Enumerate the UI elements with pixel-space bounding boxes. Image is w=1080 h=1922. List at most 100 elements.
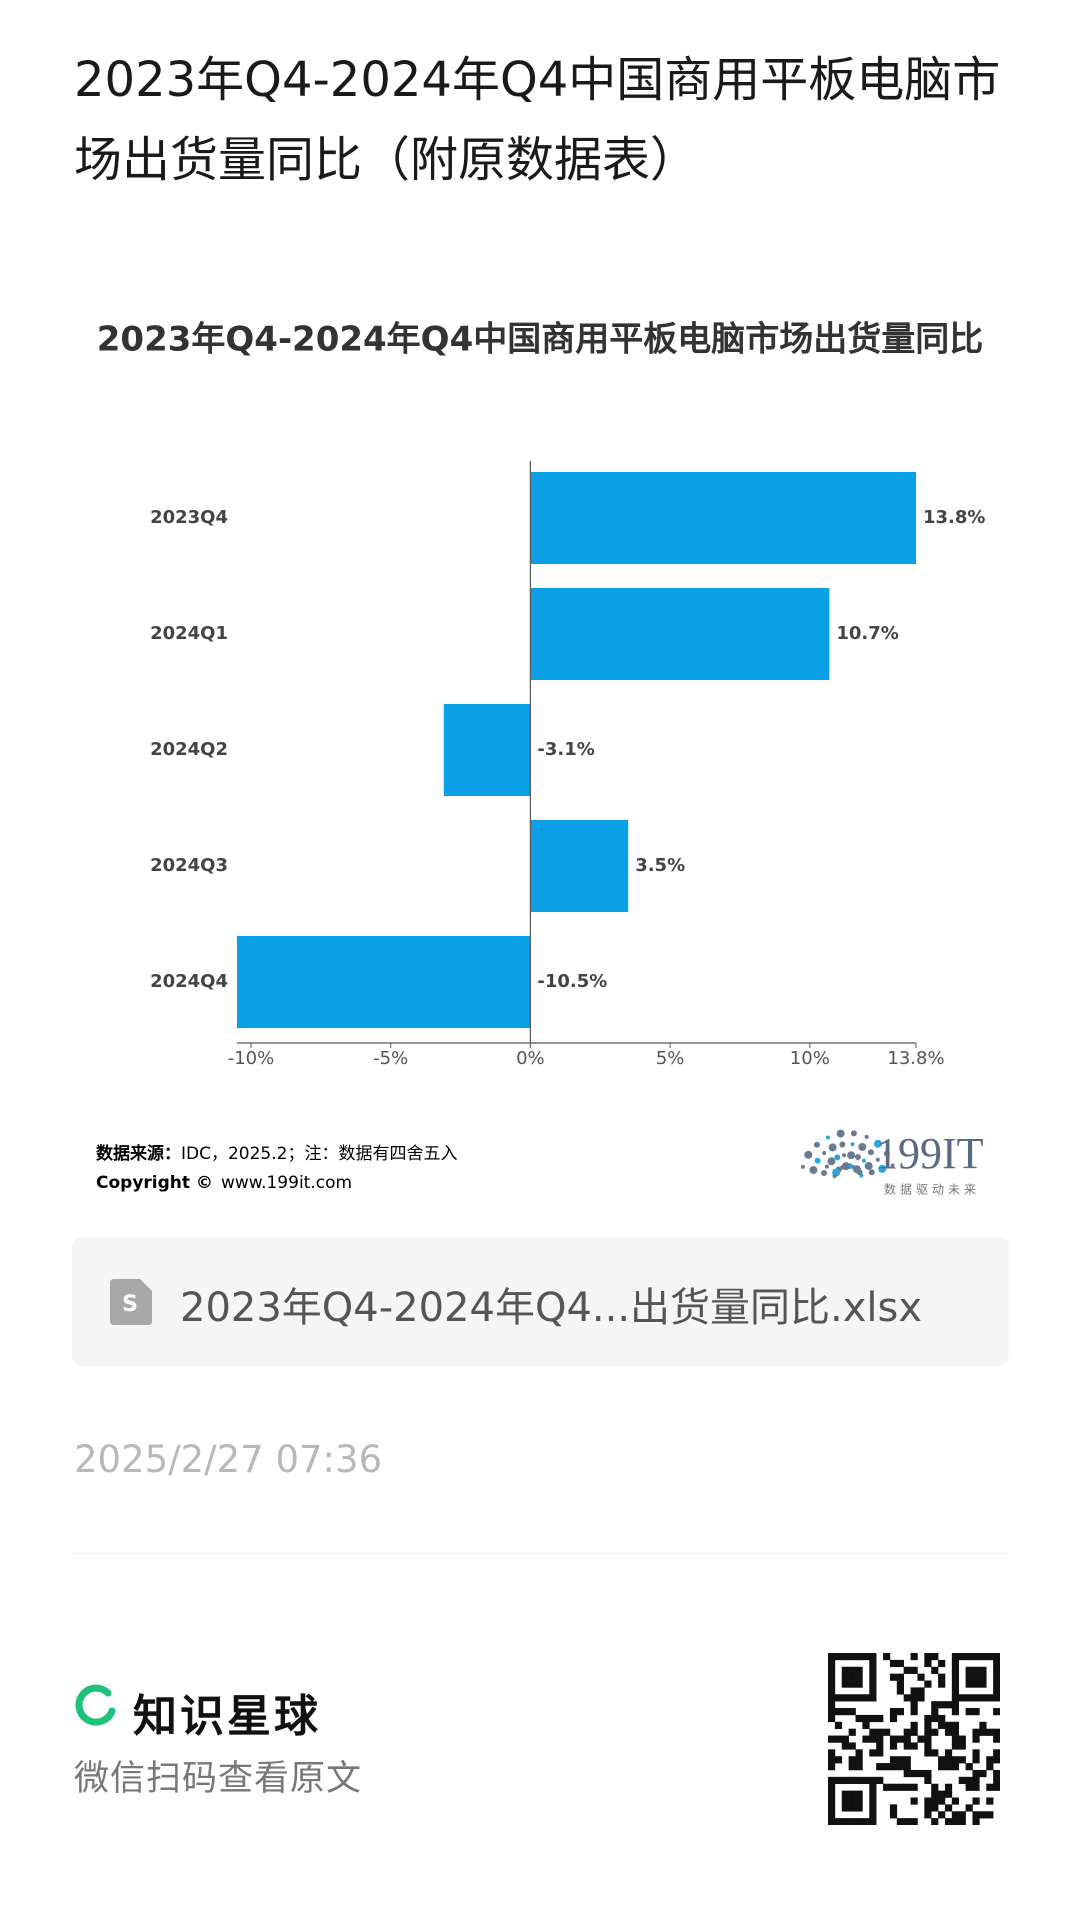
qr-cell (841, 1797, 849, 1805)
qr-cell (924, 1749, 932, 1757)
qr-cell (848, 1742, 856, 1750)
qr-cell (848, 1708, 856, 1716)
qr-cell (841, 1735, 849, 1743)
source-detail: IDC，2025.2；注：数据有四舍五入 (181, 1144, 457, 1164)
qr-cell (834, 1721, 843, 1729)
qr-cell (993, 1666, 1000, 1674)
attachment-card[interactable]: S 2023年Q4-2024年Q4...出货量同比.xlsx (72, 1237, 1009, 1366)
qr-cell (869, 1687, 877, 1695)
qr-cell (986, 1783, 994, 1791)
qr-cell (931, 1818, 939, 1825)
post-date: 2025/2/27 07:36 (74, 1438, 383, 1481)
qr-cell (896, 1687, 904, 1695)
logo-dot (809, 1165, 818, 1174)
qr-cell (855, 1653, 863, 1661)
qr-cell (848, 1818, 856, 1825)
x-tick-label: 0% (516, 1048, 545, 1069)
qr-cell (924, 1735, 932, 1743)
logo: 199IT 数据驱动未来 (800, 1129, 984, 1197)
qr-cell (883, 1763, 891, 1771)
logo-dot (868, 1169, 875, 1176)
qr-cell (924, 1728, 932, 1736)
logo-dot (836, 1129, 845, 1138)
bar (530, 820, 629, 912)
qr-cell (876, 1735, 884, 1743)
qr-cell (828, 1818, 836, 1825)
qr-cell (828, 1790, 836, 1798)
qr-cell (944, 1790, 953, 1798)
logo-dot (883, 1150, 890, 1157)
qr-cell (828, 1714, 836, 1723)
qr-cell (855, 1694, 863, 1702)
qr-cell (924, 1714, 932, 1723)
qr-cell (869, 1811, 877, 1819)
qr-cell (951, 1708, 960, 1716)
qr-cell (889, 1742, 898, 1750)
qr-cell (869, 1776, 877, 1785)
qr-cell (951, 1735, 960, 1743)
qr-cell (828, 1701, 836, 1709)
qr-cell (993, 1687, 1000, 1695)
qr-cell (834, 1708, 843, 1716)
qr-cell (951, 1721, 960, 1729)
qr-cell (917, 1769, 925, 1778)
qr-cell (951, 1811, 960, 1819)
qr-cell (931, 1653, 939, 1661)
qr-cell (889, 1783, 898, 1791)
logo-name: 199IT (876, 1129, 984, 1178)
page-title: 2023年Q4-2024年Q4中国商用平板电脑市场出货量同比（附原数据表） (74, 52, 1001, 188)
qr-cell (855, 1680, 863, 1688)
qr-cell (938, 1659, 946, 1668)
bar (530, 588, 830, 680)
qr-cell (903, 1783, 911, 1791)
qr-cell (869, 1673, 877, 1681)
qr-cell (924, 1811, 932, 1819)
qr-cell (958, 1653, 966, 1661)
qr-cell (951, 1742, 960, 1750)
qr-cell (889, 1735, 898, 1743)
logo-dot (875, 1157, 880, 1162)
qr-cell (965, 1666, 973, 1674)
category-label: 2024Q1 (150, 623, 228, 644)
qr-cell (869, 1680, 877, 1688)
qr-cell (828, 1694, 836, 1702)
qr-cell (834, 1735, 843, 1743)
qr-code[interactable] (828, 1653, 1000, 1825)
qr-cell (862, 1721, 870, 1729)
qr-cell (944, 1783, 953, 1791)
x-tick-label: 13.8% (887, 1048, 944, 1069)
qr-cell (841, 1666, 849, 1674)
qr-cell (986, 1811, 994, 1819)
qr-cell (896, 1756, 904, 1764)
qr-cell (828, 1783, 836, 1791)
logo-dot (839, 1141, 846, 1148)
qr-cell (862, 1653, 870, 1661)
qr-cell (903, 1818, 911, 1825)
qr-cell (903, 1666, 911, 1674)
qr-cell (910, 1728, 918, 1736)
qr-cell (972, 1666, 980, 1674)
qr-cell (910, 1653, 918, 1661)
qr-cell (931, 1804, 939, 1812)
qr-cell (876, 1728, 884, 1736)
qr-cell (841, 1818, 849, 1825)
qr-cell (931, 1728, 939, 1736)
qr-cell (924, 1804, 932, 1812)
qr-cell (938, 1763, 946, 1771)
qr-cell (869, 1797, 877, 1805)
qr-cell (986, 1694, 994, 1702)
qr-cell (958, 1735, 966, 1743)
qr-cell (841, 1653, 849, 1661)
qr-cell (938, 1756, 946, 1764)
qr-cell (896, 1673, 904, 1681)
qr-cell (979, 1769, 987, 1778)
logo-dot (822, 1150, 827, 1155)
qr-cell (931, 1701, 939, 1709)
bar (530, 472, 916, 564)
logo-dot (864, 1134, 869, 1139)
chart: 2023年Q4-2024年Q4中国商用平板电脑市场出货量同比 2023Q4 13.… (96, 320, 985, 1197)
qr-cell (869, 1694, 877, 1702)
logo-dot (864, 1161, 873, 1170)
qr-cell (917, 1694, 925, 1702)
